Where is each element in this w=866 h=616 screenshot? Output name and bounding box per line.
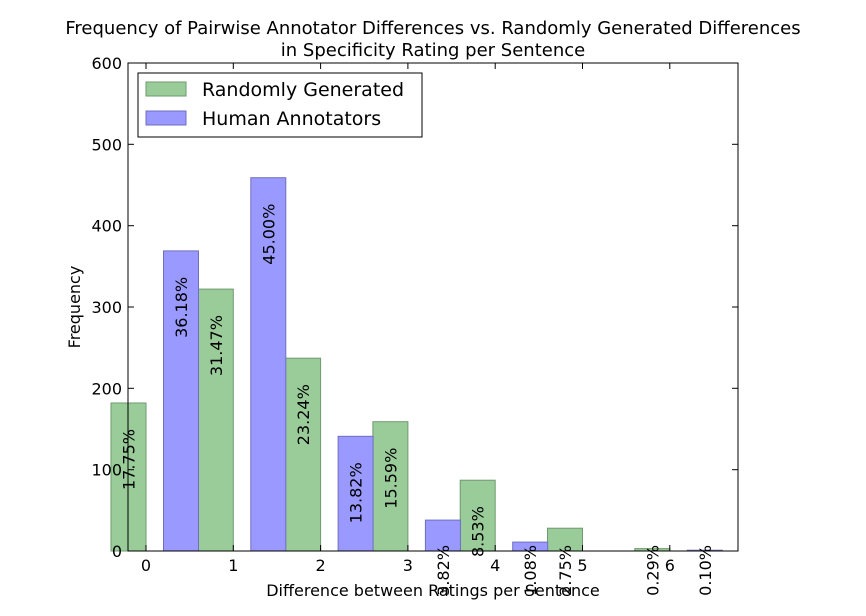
y-axis: 0 100 200 300 400 500 600 xyxy=(91,54,738,561)
bar-human-2 xyxy=(337,435,374,552)
bar-human-1 xyxy=(250,177,287,552)
data-label-random-3: 15.59% xyxy=(381,448,400,509)
legend-swatch-randomly-generated xyxy=(145,81,187,97)
legend: Randomly Generated Human Annotators xyxy=(137,72,423,138)
x-tick-label-1: 1 xyxy=(228,556,238,575)
data-label-human-6: 0.10% xyxy=(696,545,715,596)
bars-group xyxy=(110,177,723,552)
data-label-human-0: 36.18% xyxy=(172,277,191,338)
legend-label-human-annotators: Human Annotators xyxy=(202,108,381,130)
x-tick-label-5: 5 xyxy=(577,556,587,575)
x-tick-label-6: 6 xyxy=(665,556,675,575)
y-axis-label: Frequency xyxy=(65,266,84,349)
legend-swatch-human-annotators xyxy=(145,110,187,126)
data-label-random-2: 23.24% xyxy=(294,384,313,445)
x-tick-label-0: 0 xyxy=(141,556,151,575)
chart-title-line-1: Frequency of Pairwise Annotator Differen… xyxy=(65,18,800,39)
bar-random-3 xyxy=(372,421,409,552)
data-label-human-3: 3.82% xyxy=(434,545,453,596)
data-label-random-0: 17.75% xyxy=(120,429,139,490)
x-tick-label-3: 3 xyxy=(403,556,413,575)
data-label-human-2: 13.82% xyxy=(347,462,366,523)
data-label-human-1: 45.00% xyxy=(259,204,278,265)
x-tick-label-4: 4 xyxy=(490,556,500,575)
y-tick-label: 600 xyxy=(91,54,122,73)
y-tick-label: 500 xyxy=(91,135,122,154)
chart-title-line-2: in Specificity Rating per Sentence xyxy=(281,40,585,61)
data-label-random-5: 2.75% xyxy=(556,545,575,596)
y-tick-label: 200 xyxy=(91,379,122,398)
y-tick-label: 300 xyxy=(91,298,122,317)
bar-labels-group: 17.75% 31.47% 23.24% 15.59% 8.53% 2.75% 0.29% 3… xyxy=(120,204,715,596)
data-label-random-1: 31.47% xyxy=(207,315,226,376)
bar-random-2 xyxy=(285,357,322,552)
data-label-random-6: 0.29% xyxy=(643,545,662,596)
data-label-human-4: 1.08% xyxy=(521,545,540,596)
x-axis-label: Difference between Ratings per Sentence xyxy=(266,581,600,600)
bar-random-1 xyxy=(197,288,234,552)
x-tick-label-2: 2 xyxy=(316,556,326,575)
x-axis: 0 1 2 3 4 5 6 xyxy=(141,63,675,575)
legend-label-randomly-generated: Randomly Generated xyxy=(202,79,404,101)
y-tick-label: 400 xyxy=(91,217,122,236)
y-tick-label: 100 xyxy=(91,461,122,480)
bar-human-3 xyxy=(424,519,461,552)
data-label-random-4: 8.53% xyxy=(469,506,488,557)
y-tick-label: 0 xyxy=(112,542,122,561)
